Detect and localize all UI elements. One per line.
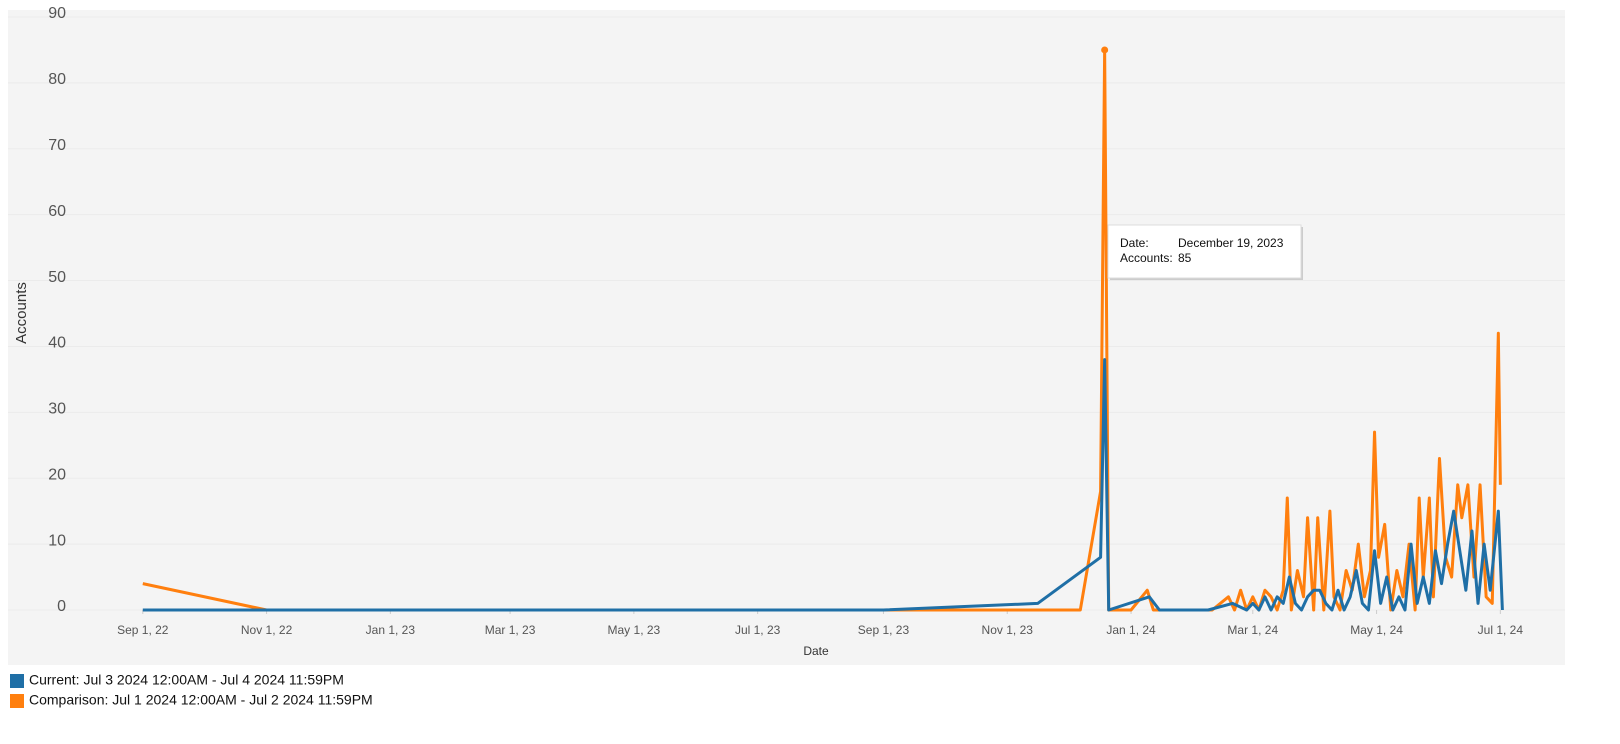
y-tick-label: 50 xyxy=(48,269,66,286)
highlight-point xyxy=(1101,46,1109,54)
x-tick-label: Nov 1, 22 xyxy=(241,623,293,637)
y-tick-label: 60 xyxy=(48,203,66,220)
y-tick-label: 20 xyxy=(48,466,66,483)
legend-label: Comparison: Jul 1 2024 12:00AM - Jul 2 2… xyxy=(29,692,373,708)
y-tick-label: 0 xyxy=(57,598,66,615)
x-axis-title: Date xyxy=(803,644,829,658)
series-line xyxy=(142,48,1502,612)
x-tick-label: Jul 1, 23 xyxy=(735,623,781,637)
y-tick-label: 10 xyxy=(48,532,66,549)
x-tick-label: Sep 1, 23 xyxy=(858,623,910,637)
legend-swatch xyxy=(10,694,24,708)
x-tick-label: Nov 1, 23 xyxy=(982,623,1034,637)
tooltip-date-key: Date: xyxy=(1120,236,1149,250)
series-line xyxy=(142,358,1504,612)
x-tick-label: Jan 1, 24 xyxy=(1106,623,1156,637)
x-tick-label: Mar 1, 24 xyxy=(1227,623,1278,637)
y-tick-label: 30 xyxy=(48,401,66,418)
y-tick-label: 70 xyxy=(48,137,66,154)
x-tick-label: May 1, 24 xyxy=(1350,623,1403,637)
tooltip: Date: December 19, 2023 Accounts: 85 xyxy=(1107,224,1303,280)
tooltip-date: December 19, 2023 xyxy=(1178,236,1284,250)
x-tick-label: Mar 1, 23 xyxy=(485,623,536,637)
y-axis-title: Accounts xyxy=(13,282,30,344)
legend-swatch xyxy=(10,674,24,688)
x-tick-label: Jan 1, 23 xyxy=(366,623,416,637)
legend-label: Current: Jul 3 2024 12:00AM - Jul 4 2024… xyxy=(29,672,344,688)
y-tick-label: 90 xyxy=(48,5,66,22)
tooltip-value: 85 xyxy=(1178,251,1192,265)
x-tick-label: Jul 1, 24 xyxy=(1478,623,1524,637)
x-tick-label: Sep 1, 22 xyxy=(117,623,169,637)
x-tick-label: May 1, 23 xyxy=(608,623,661,637)
y-tick-label: 40 xyxy=(48,335,66,352)
y-tick-label: 80 xyxy=(48,71,66,88)
tooltip-value-key: Accounts: xyxy=(1120,251,1173,265)
tooltip-box xyxy=(1107,224,1302,279)
